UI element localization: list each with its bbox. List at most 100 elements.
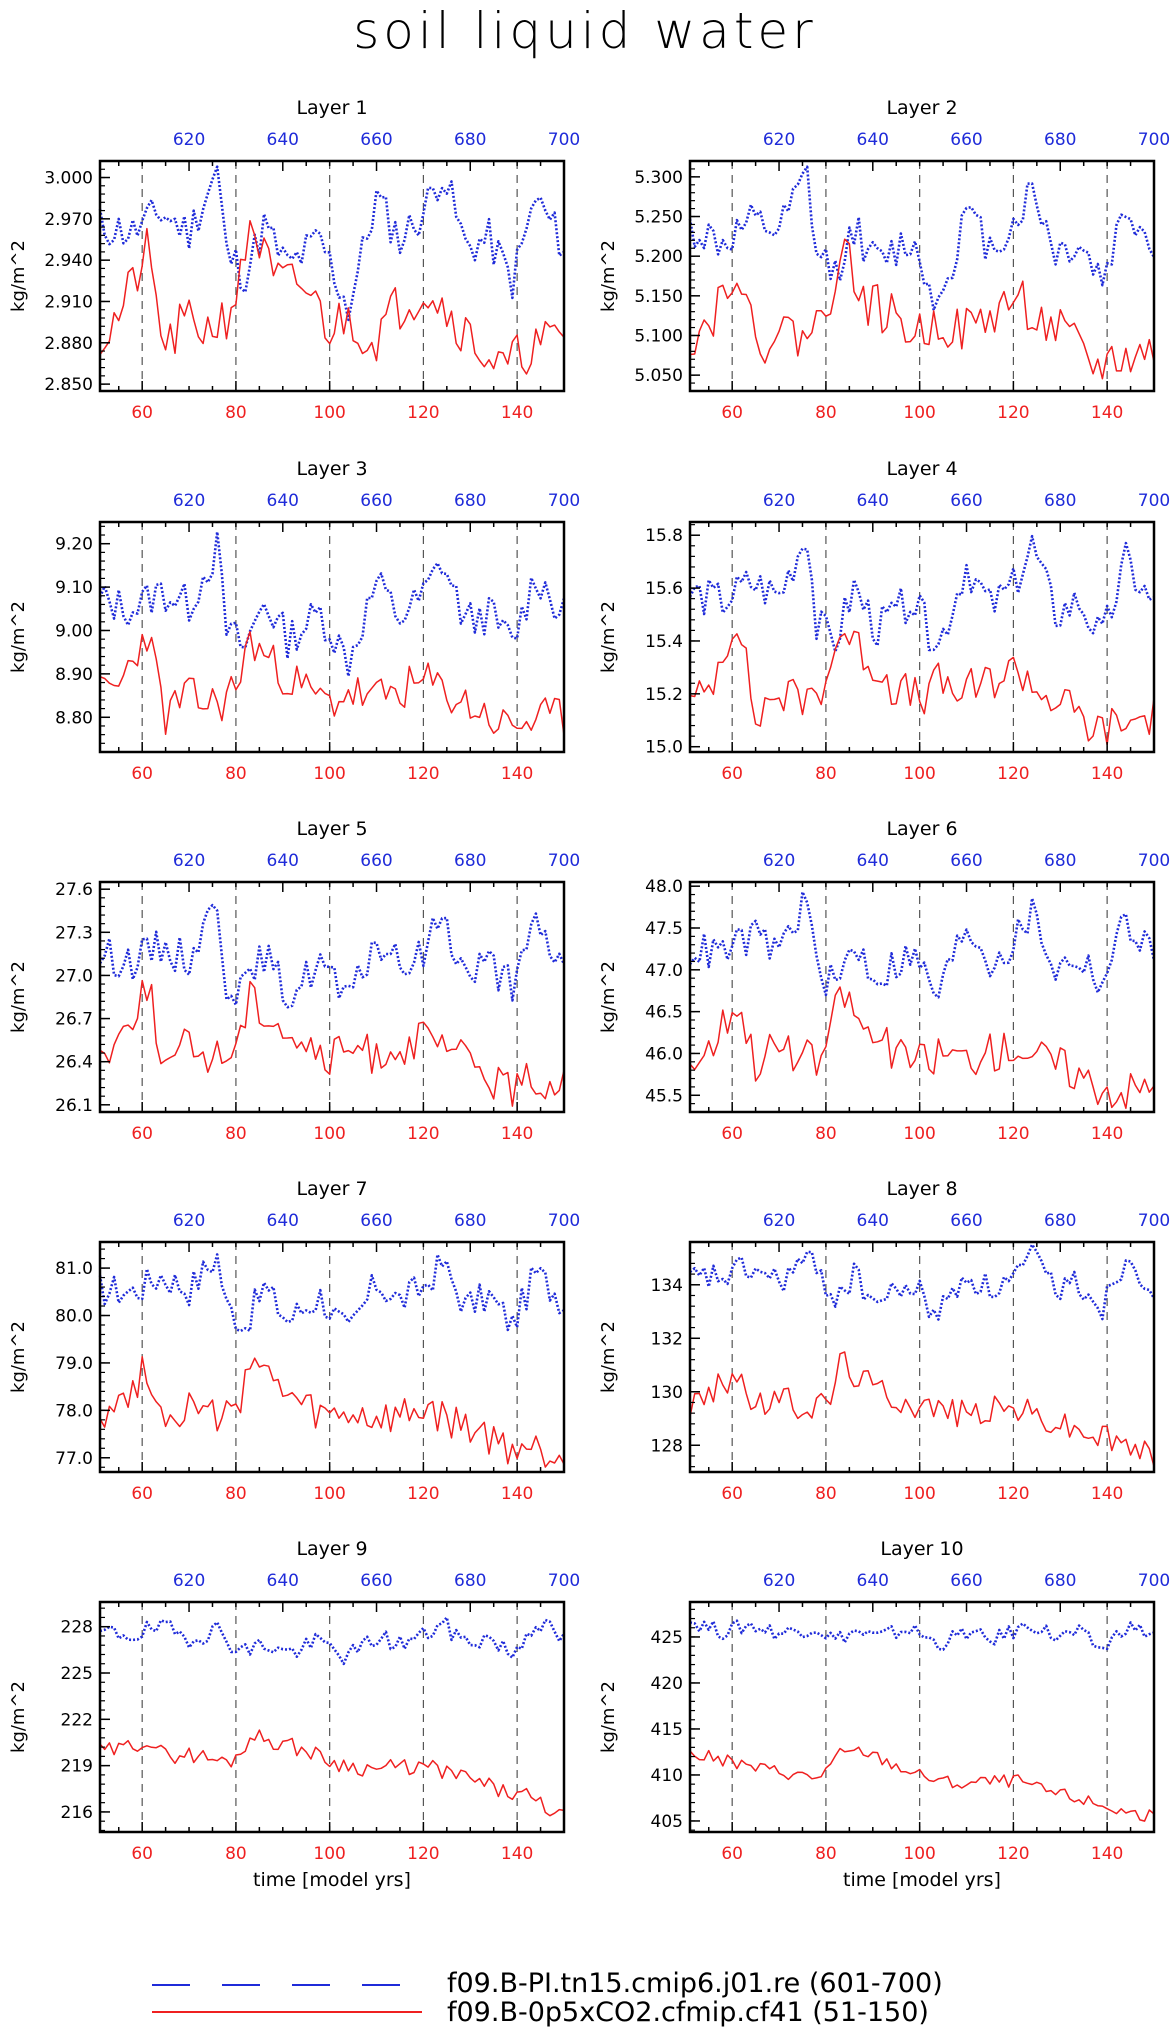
x-tick-label: 100: [313, 1124, 345, 1144]
panel-layer-1: Layer 1 60 80 100 120 140 620 640 660 680 700 3.000…: [8, 97, 580, 423]
top-x-tick-label: 700: [1138, 851, 1170, 871]
y-axis-label: kg/m^2: [8, 961, 29, 1033]
y-tick-label: 5.150: [634, 287, 683, 307]
legend-label-red: f09.B-0p5xCO2.cfmip.cf41 (51-150): [447, 1997, 929, 2028]
x-tick-label: 60: [721, 1484, 743, 1504]
y-axis-label: kg/m^2: [598, 961, 619, 1033]
panel-layer-5: Layer 5 60 80 100 120 140 620 640 660 680 700 27.6 2…: [8, 818, 580, 1144]
y-tick-label: 15.4: [645, 632, 683, 652]
top-x-tick-label: 700: [548, 491, 580, 511]
x-axis-label: time [model yrs]: [253, 1869, 411, 1891]
y-tick-label: 2.940: [44, 251, 93, 271]
top-x-tick-label: 700: [1138, 1211, 1170, 1231]
top-x-tick-label: 640: [857, 851, 889, 871]
y-tick-label: 134: [651, 1276, 683, 1296]
y-tick-label: 81.0: [55, 1259, 93, 1279]
x-tick-label: 60: [131, 764, 153, 784]
x-tick-label: 140: [1091, 403, 1123, 423]
y-tick-label: 26.4: [55, 1053, 93, 1073]
series-line-red: [689, 630, 1155, 746]
top-x-tick-label: 700: [548, 851, 580, 871]
top-x-tick-label: 700: [548, 130, 580, 150]
x-tick-label: 140: [1091, 1124, 1123, 1144]
top-x-tick-label: 620: [173, 491, 205, 511]
series-line-red: [689, 238, 1155, 380]
x-tick-label: 120: [997, 1484, 1029, 1504]
top-x-tick-label: 700: [1138, 491, 1170, 511]
panel-title: Layer 9: [296, 1538, 367, 1560]
x-tick-label: 100: [313, 764, 345, 784]
y-axis-label: kg/m^2: [598, 601, 619, 673]
page-title: soil liquid water: [353, 2, 817, 60]
top-x-tick-label: 640: [857, 1211, 889, 1231]
y-tick-label: 27.3: [55, 923, 93, 943]
x-tick-label: 140: [501, 764, 533, 784]
top-x-tick-label: 680: [454, 1211, 486, 1231]
panel-title: Layer 10: [880, 1538, 963, 1560]
top-x-tick-label: 700: [548, 1211, 580, 1231]
top-x-tick-label: 620: [763, 1571, 795, 1591]
top-x-tick-label: 660: [950, 491, 982, 511]
y-tick-label: 5.250: [634, 208, 683, 228]
y-tick-label: 15.8: [645, 526, 683, 546]
series-line-red: [689, 1746, 1155, 1822]
x-tick-label: 100: [313, 1484, 345, 1504]
y-tick-label: 128: [651, 1436, 683, 1456]
y-tick-label: 27.6: [55, 880, 93, 900]
y-tick-label: 410: [651, 1766, 683, 1786]
x-tick-label: 120: [407, 764, 439, 784]
x-tick-label: 60: [721, 764, 743, 784]
plot-frame: [688, 1240, 1156, 1474]
y-tick-label: 130: [651, 1383, 683, 1403]
y-tick-label: 46.5: [645, 1003, 683, 1023]
y-tick-label: 46.0: [645, 1044, 683, 1064]
plot-frame: [98, 520, 566, 754]
series-line-red: [99, 1729, 565, 1817]
panel-layer-2: Layer 2 60 80 100 120 140 620 640 660 680 700 5.300…: [598, 97, 1170, 423]
series-line-blue: [688, 165, 1156, 312]
x-tick-label: 60: [131, 1484, 153, 1504]
y-tick-label: 216: [61, 1803, 93, 1823]
plot-frame: [98, 159, 566, 393]
y-axis-label: kg/m^2: [8, 240, 29, 312]
top-x-tick-label: 640: [267, 1571, 299, 1591]
x-axis-label: time [model yrs]: [843, 1869, 1001, 1891]
legend-item-blue: f09.B-PI.tn15.cmip6.j01.re (601-700): [150, 1964, 1150, 2014]
top-x-tick-label: 640: [267, 1211, 299, 1231]
series-line-red: [689, 986, 1155, 1110]
x-tick-label: 80: [815, 403, 837, 423]
x-tick-label: 100: [903, 764, 935, 784]
series-line-red: [99, 219, 565, 375]
panel-layer-6: Layer 6 60 80 100 120 140 620 640 660 680 700 48.0 4…: [598, 818, 1170, 1144]
y-tick-label: 26.1: [55, 1096, 93, 1116]
x-tick-label: 140: [501, 403, 533, 423]
y-tick-label: 222: [61, 1710, 93, 1730]
x-tick-label: 120: [407, 1844, 439, 1864]
x-tick-label: 80: [225, 1844, 247, 1864]
top-x-tick-label: 660: [360, 1211, 392, 1231]
y-tick-label: 8.90: [55, 665, 93, 685]
panel-layer-10: Layer 10 60 80 100 120 140 620 640 660 680 700 425 4…: [598, 1538, 1170, 1891]
x-tick-label: 140: [501, 1844, 533, 1864]
y-tick-label: 415: [651, 1720, 683, 1740]
x-tick-label: 100: [903, 1844, 935, 1864]
x-tick-label: 120: [407, 403, 439, 423]
y-axis-label: kg/m^2: [598, 1321, 619, 1393]
legend-swatch-blue: [152, 1984, 422, 1986]
plot-frame: [98, 880, 566, 1114]
x-tick-label: 80: [815, 1484, 837, 1504]
x-tick-label: 120: [407, 1124, 439, 1144]
x-tick-label: 60: [721, 1844, 743, 1864]
y-tick-label: 27.0: [55, 966, 93, 986]
x-tick-label: 60: [131, 1844, 153, 1864]
y-tick-label: 3.000: [44, 169, 93, 189]
panel-layer-9: Layer 9 60 80 100 120 140 620 640 660 680 700 228 22…: [8, 1538, 580, 1891]
y-tick-label: 5.200: [634, 247, 683, 267]
x-tick-label: 100: [903, 403, 935, 423]
y-tick-label: 9.10: [55, 578, 93, 598]
series-line-blue: [98, 165, 565, 322]
top-x-tick-label: 620: [173, 130, 205, 150]
x-tick-label: 60: [131, 403, 153, 423]
top-x-tick-label: 680: [1044, 491, 1076, 511]
